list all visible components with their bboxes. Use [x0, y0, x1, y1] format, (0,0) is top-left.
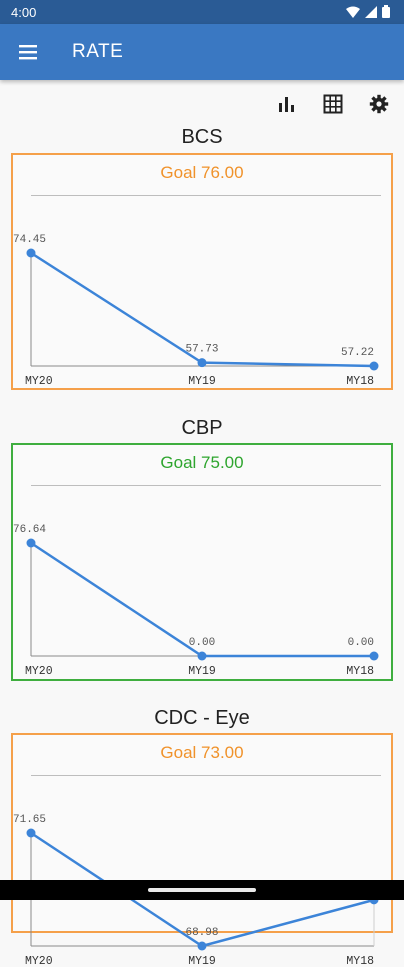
metric-title-bcs: BCS	[181, 126, 223, 148]
bar-chart-button[interactable]	[274, 92, 300, 116]
app-title: RATE	[72, 41, 124, 62]
data-point	[197, 358, 207, 368]
goal-divider	[31, 775, 381, 776]
settings-button[interactable]	[366, 92, 392, 116]
x-tick-label: MY18	[346, 955, 374, 967]
x-tick-label: MY20	[25, 375, 53, 387]
line-chart: 74.45 MY20 57.73 MY19 57.22 MY18	[13, 234, 379, 387]
table-view-button[interactable]	[320, 92, 346, 116]
status-time: 4:00	[11, 5, 37, 20]
chart-toolbar	[274, 92, 392, 116]
metric-card-cbp[interactable]: 76.64 MY20 0.00 MY19 0.00 MY18 Goal 75.00	[11, 443, 393, 681]
table-grid-icon	[323, 94, 343, 114]
x-tick-label: MY20	[25, 955, 53, 967]
metric-card-bcs[interactable]: 74.45 MY20 57.73 MY19 57.22 MY18 Goal 76.00	[11, 153, 393, 390]
metric-title-cdc-eye: CDC - Eye	[154, 707, 250, 729]
data-point	[26, 828, 36, 838]
data-point	[369, 651, 379, 661]
goal-label: Goal 76.00	[160, 163, 244, 182]
status-bar: 4:00	[0, 0, 404, 24]
data-label: 57.73	[185, 344, 218, 356]
data-label: 68.98	[185, 927, 218, 939]
goal-label: Goal 73.00	[160, 743, 244, 762]
menu-icon[interactable]	[16, 40, 40, 64]
x-tick-label: MY19	[188, 375, 216, 387]
data-point	[197, 941, 207, 951]
x-tick-label: MY20	[25, 665, 53, 677]
data-point	[369, 361, 379, 371]
data-point	[197, 651, 207, 661]
settings-gear-icon	[369, 94, 389, 114]
x-tick-label: MY18	[346, 665, 374, 677]
data-label: 0.00	[348, 637, 374, 649]
system-nav-bar	[0, 880, 404, 900]
goal-divider	[31, 485, 381, 486]
data-label: 76.64	[13, 524, 46, 536]
wifi-icon	[346, 6, 360, 18]
app-bar: RATE	[0, 24, 404, 80]
data-label: 57.22	[341, 347, 374, 359]
data-label: 0.00	[189, 637, 215, 649]
x-tick-label: MY19	[188, 665, 216, 677]
signal-icon	[365, 5, 377, 18]
bar-chart-icon	[279, 97, 294, 112]
data-point	[26, 248, 36, 258]
metric-title-cbp: CBP	[181, 417, 223, 439]
goal-divider	[31, 195, 381, 196]
data-label: 74.45	[13, 234, 46, 246]
goal-label: Goal 75.00	[160, 453, 244, 472]
x-tick-label: MY19	[188, 955, 216, 967]
line-chart: 76.64 MY20 0.00 MY19 0.00 MY18	[13, 524, 379, 677]
home-gesture-handle[interactable]	[148, 888, 256, 892]
data-point	[26, 538, 36, 548]
battery-icon	[382, 5, 390, 18]
status-icons	[346, 5, 390, 18]
x-tick-label: MY18	[346, 375, 374, 387]
data-label: 71.65	[13, 814, 46, 826]
